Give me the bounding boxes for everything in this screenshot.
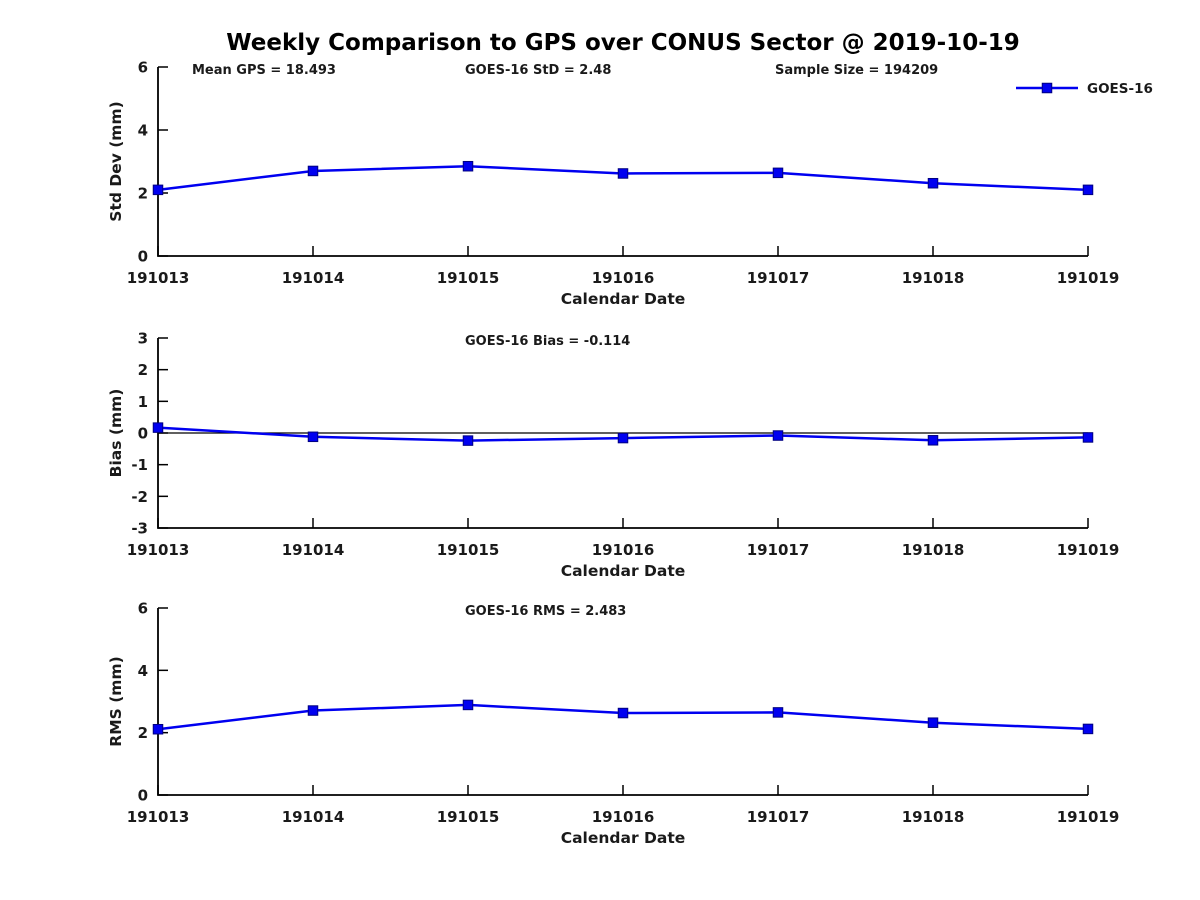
- x-tick-label: 191016: [592, 269, 655, 287]
- x-axis-label: Calendar Date: [561, 290, 686, 308]
- y-tick-label: 0: [138, 425, 148, 443]
- x-tick-label: 191019: [1057, 541, 1120, 559]
- x-tick-label: 191018: [902, 269, 965, 287]
- x-axis-label: Calendar Date: [561, 562, 686, 580]
- data-point-marker: [772, 167, 784, 179]
- y-tick-label: 3: [138, 330, 148, 348]
- figure-title: Weekly Comparison to GPS over CONUS Sect…: [226, 30, 1020, 56]
- data-point-marker: [617, 168, 629, 179]
- annotation-text: GOES-16 StD = 2.48: [465, 63, 611, 78]
- x-tick-label: 191016: [592, 541, 655, 559]
- y-tick-label: 4: [138, 662, 148, 680]
- y-axis-label: RMS (mm): [107, 656, 125, 746]
- subplot-1: 0 2 4 6 191013 191014 191015 191016 191017 191018…: [107, 59, 1153, 309]
- x-tick-label: 191017: [747, 808, 810, 826]
- subplot-3: 0 2 4 6 191013 191014 191015 191016 191017 191018…: [107, 600, 1119, 848]
- data-point-marker: [152, 184, 164, 196]
- data-point-marker: [307, 165, 319, 177]
- x-axis-label: Calendar Date: [561, 829, 686, 847]
- data-point-marker: [1082, 432, 1094, 443]
- y-tick-label: 0: [138, 248, 148, 266]
- data-point-marker: [927, 435, 939, 446]
- y-tick-label: 6: [138, 59, 148, 77]
- y-tick-label: 4: [138, 122, 148, 140]
- data-point-marker: [152, 723, 164, 735]
- data-point-marker: [617, 707, 629, 719]
- data-point-marker: [462, 699, 474, 711]
- axis-spines: [157, 608, 1088, 796]
- legend-label: GOES-16: [1087, 81, 1153, 97]
- y-tick-label: 2: [138, 185, 148, 203]
- data-point-marker: [462, 435, 474, 446]
- y-axis-label: Bias (mm): [107, 389, 125, 478]
- data-point-marker: [307, 705, 319, 716]
- x-tick-label: 191014: [282, 269, 345, 287]
- y-tick-label: -1: [131, 456, 148, 474]
- y-tick-label: 2: [138, 724, 148, 742]
- data-point-marker: [772, 430, 784, 441]
- x-tick-label: 191018: [902, 808, 965, 826]
- data-point-marker: [927, 177, 939, 189]
- x-tick-label: 191017: [747, 541, 810, 559]
- x-tick-label: 191013: [127, 808, 190, 826]
- x-tick-label: 191016: [592, 808, 655, 826]
- x-tick-label: 191019: [1057, 269, 1120, 287]
- annotation-text: GOES-16 Bias = -0.114: [465, 334, 630, 349]
- data-point-marker: [1082, 723, 1094, 735]
- axis-spines: [157, 67, 1088, 257]
- annotation-text: Sample Size = 194209: [775, 63, 938, 78]
- y-tick-label: 0: [138, 787, 148, 805]
- legend: GOES-16: [1016, 81, 1153, 97]
- x-tick-label: 191018: [902, 541, 965, 559]
- x-tick-label: 191019: [1057, 808, 1120, 826]
- x-tick-label: 191013: [127, 269, 190, 287]
- y-tick-label: -3: [131, 520, 148, 538]
- y-axis-label: Std Dev (mm): [107, 101, 125, 221]
- x-tick-label: 191015: [437, 269, 500, 287]
- annotation-text: GOES-16 RMS = 2.483: [465, 604, 626, 619]
- data-point-marker: [152, 422, 164, 433]
- x-tick-label: 191017: [747, 269, 810, 287]
- legend-marker: [1041, 82, 1053, 94]
- data-point-marker: [1082, 184, 1094, 196]
- x-tick-label: 191014: [282, 808, 345, 826]
- x-tick-label: 191015: [437, 541, 500, 559]
- data-point-marker: [927, 717, 939, 728]
- annotation-text: Mean GPS = 18.493: [192, 63, 336, 78]
- data-point-marker: [617, 432, 629, 444]
- data-point-marker: [307, 431, 319, 443]
- y-tick-label: 1: [138, 393, 148, 411]
- x-tick-label: 191013: [127, 541, 190, 559]
- y-tick-label: 2: [138, 361, 148, 379]
- data-point-marker: [772, 707, 784, 718]
- data-point-marker: [462, 160, 474, 172]
- x-tick-label: 191014: [282, 541, 345, 559]
- x-tick-label: 191015: [437, 808, 500, 826]
- y-tick-label: -2: [131, 488, 148, 506]
- subplot-2: -3 -2 -1 0 1 2 3 191013 191014 191015 191016 191017…: [107, 330, 1119, 581]
- y-tick-label: 6: [138, 600, 148, 618]
